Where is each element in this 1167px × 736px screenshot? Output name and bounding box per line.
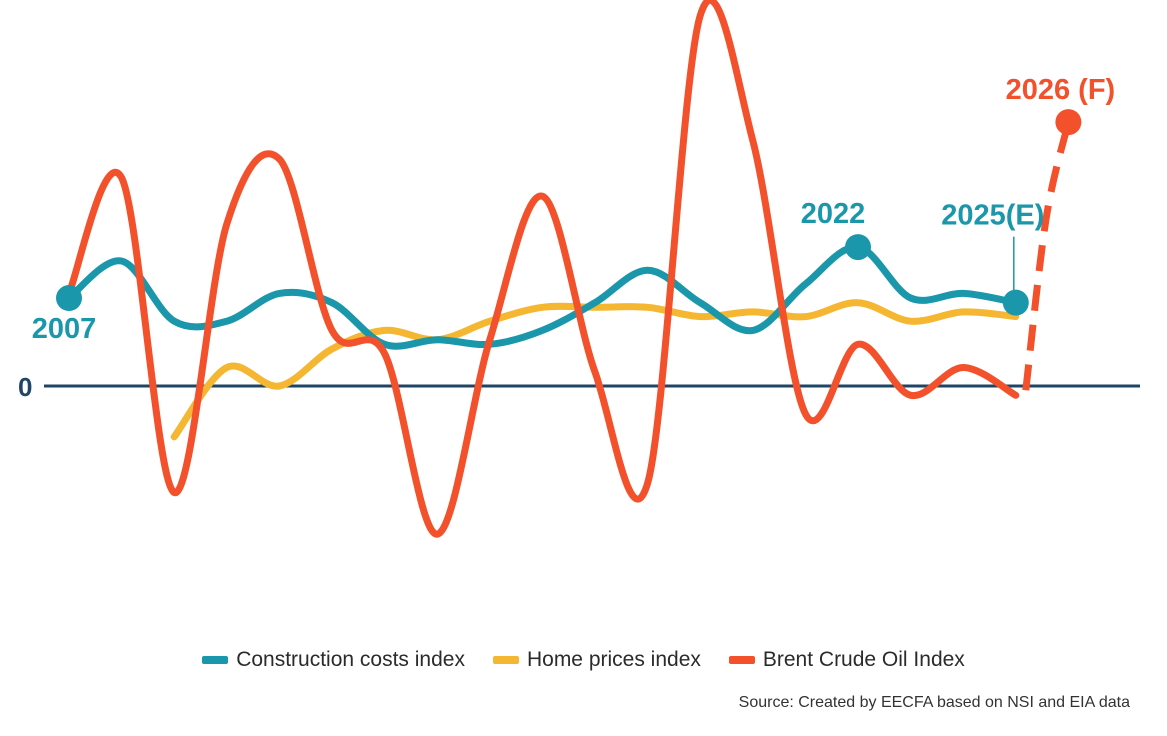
- data-point-home-prices-index-2013[interactable]: [381, 327, 388, 334]
- legend: Construction costs index Home prices ind…: [0, 648, 1167, 672]
- legend-item-home-prices[interactable]: Home prices index: [492, 648, 701, 672]
- data-point-home-prices-index-2018[interactable]: [644, 304, 651, 311]
- data-point-brent-crude-oil-index-2023[interactable]: [907, 392, 914, 399]
- legend-swatch-brent: [728, 656, 755, 664]
- line-chart: 0 2007 2022 2025(E) 2026 (F): [18, 0, 1140, 538]
- annotation-marker-2007[interactable]: [56, 285, 82, 312]
- legend-item-brent[interactable]: Brent Crude Oil Index: [728, 648, 965, 672]
- data-point-construction-costs-index-2017[interactable]: [592, 299, 599, 306]
- data-point-construction-costs-index-2024[interactable]: [960, 290, 967, 297]
- data-point-brent-crude-oil-index-2022[interactable]: [855, 341, 862, 348]
- legend-label-construction: Construction costs index: [236, 648, 465, 671]
- data-point-construction-costs-index-2023[interactable]: [907, 295, 914, 302]
- annotation-label-2025-e: 2025(E): [941, 200, 1044, 232]
- data-point-construction-costs-index-2011[interactable]: [276, 290, 283, 297]
- data-point-construction-costs-index-2008[interactable]: [118, 257, 125, 264]
- data-point-construction-costs-index-2009[interactable]: [171, 318, 178, 325]
- annotation-label-2022: 2022: [801, 198, 866, 230]
- data-point-construction-costs-index-2016[interactable]: [539, 327, 546, 334]
- data-point-home-prices-index-2012[interactable]: [329, 345, 336, 352]
- annotation-label-2026-f: 2026 (F): [1006, 74, 1116, 106]
- data-point-construction-costs-index-2014[interactable]: [434, 336, 441, 343]
- data-point-brent-crude-oil-index-2017[interactable]: [592, 369, 599, 376]
- data-point-brent-crude-oil-index-2008[interactable]: [118, 174, 125, 181]
- legend-label-home-prices: Home prices index: [526, 648, 701, 671]
- series-line-brent-crude-oil-index[interactable]: [65, 0, 1020, 538]
- data-point-brent-crude-oil-index-2020[interactable]: [749, 137, 756, 144]
- data-point-brent-crude-oil-index-2018[interactable]: [644, 480, 651, 487]
- legend-swatch-home-prices: [492, 656, 519, 664]
- data-point-brent-crude-oil-index-2019[interactable]: [697, 12, 704, 19]
- data-point-home-prices-index-2011[interactable]: [276, 383, 283, 390]
- data-point-brent-crude-oil-index-2024[interactable]: [960, 364, 967, 371]
- data-point-home-prices-index-2019[interactable]: [697, 313, 704, 320]
- data-point-home-prices-index-2022[interactable]: [855, 299, 862, 306]
- legend-swatch-construction: [202, 656, 229, 664]
- data-point-construction-costs-index-2012[interactable]: [329, 299, 336, 306]
- data-point-brent-crude-oil-index-2013[interactable]: [381, 350, 388, 357]
- data-point-brent-crude-oil-index-2014[interactable]: [434, 531, 441, 538]
- legend-item-construction[interactable]: Construction costs index: [202, 648, 465, 672]
- data-point-brent-crude-oil-index-2021[interactable]: [802, 410, 809, 417]
- data-point-home-prices-index-2010[interactable]: [223, 364, 230, 371]
- data-point-brent-crude-oil-index-2010[interactable]: [223, 220, 230, 227]
- data-point-home-prices-index-2020[interactable]: [749, 308, 756, 315]
- data-point-home-prices-index-2023[interactable]: [907, 318, 914, 325]
- data-point-home-prices-index-2021[interactable]: [802, 313, 809, 320]
- data-point-brent-crude-oil-index-2025[interactable]: [1012, 392, 1019, 399]
- annotation-marker-2022[interactable]: [845, 234, 871, 261]
- annotation-marker-2025-e[interactable]: [1002, 289, 1029, 316]
- annotation-marker-2026-f[interactable]: [1055, 109, 1082, 136]
- source-note: Source: Created by EECFA based on NSI an…: [738, 694, 1130, 711]
- data-point-home-prices-index-2009[interactable]: [171, 433, 178, 440]
- data-point-brent-crude-oil-index-2015[interactable]: [486, 336, 493, 343]
- data-point-brent-crude-oil-index-2009[interactable]: [171, 489, 178, 496]
- data-point-construction-costs-index-2010[interactable]: [223, 318, 230, 325]
- annotation-label-2007: 2007: [32, 313, 97, 345]
- data-point-construction-costs-index-2021[interactable]: [802, 281, 809, 288]
- data-point-home-prices-index-2016[interactable]: [539, 304, 546, 311]
- data-point-brent-crude-oil-index-2011[interactable]: [276, 156, 283, 163]
- zero-tick-label: 0: [18, 372, 32, 402]
- forecast-line-brent-crude-oil-index[interactable]: [1022, 121, 1072, 391]
- data-point-home-prices-index-2024[interactable]: [960, 308, 967, 315]
- data-point-brent-crude-oil-index-2016[interactable]: [539, 193, 546, 200]
- data-point-construction-costs-index-2018[interactable]: [644, 267, 651, 274]
- data-point-construction-costs-index-2020[interactable]: [749, 327, 756, 334]
- data-point-construction-costs-index-2019[interactable]: [697, 299, 704, 306]
- data-point-brent-crude-oil-index-2012[interactable]: [329, 327, 336, 334]
- legend-label-brent: Brent Crude Oil Index: [762, 648, 965, 671]
